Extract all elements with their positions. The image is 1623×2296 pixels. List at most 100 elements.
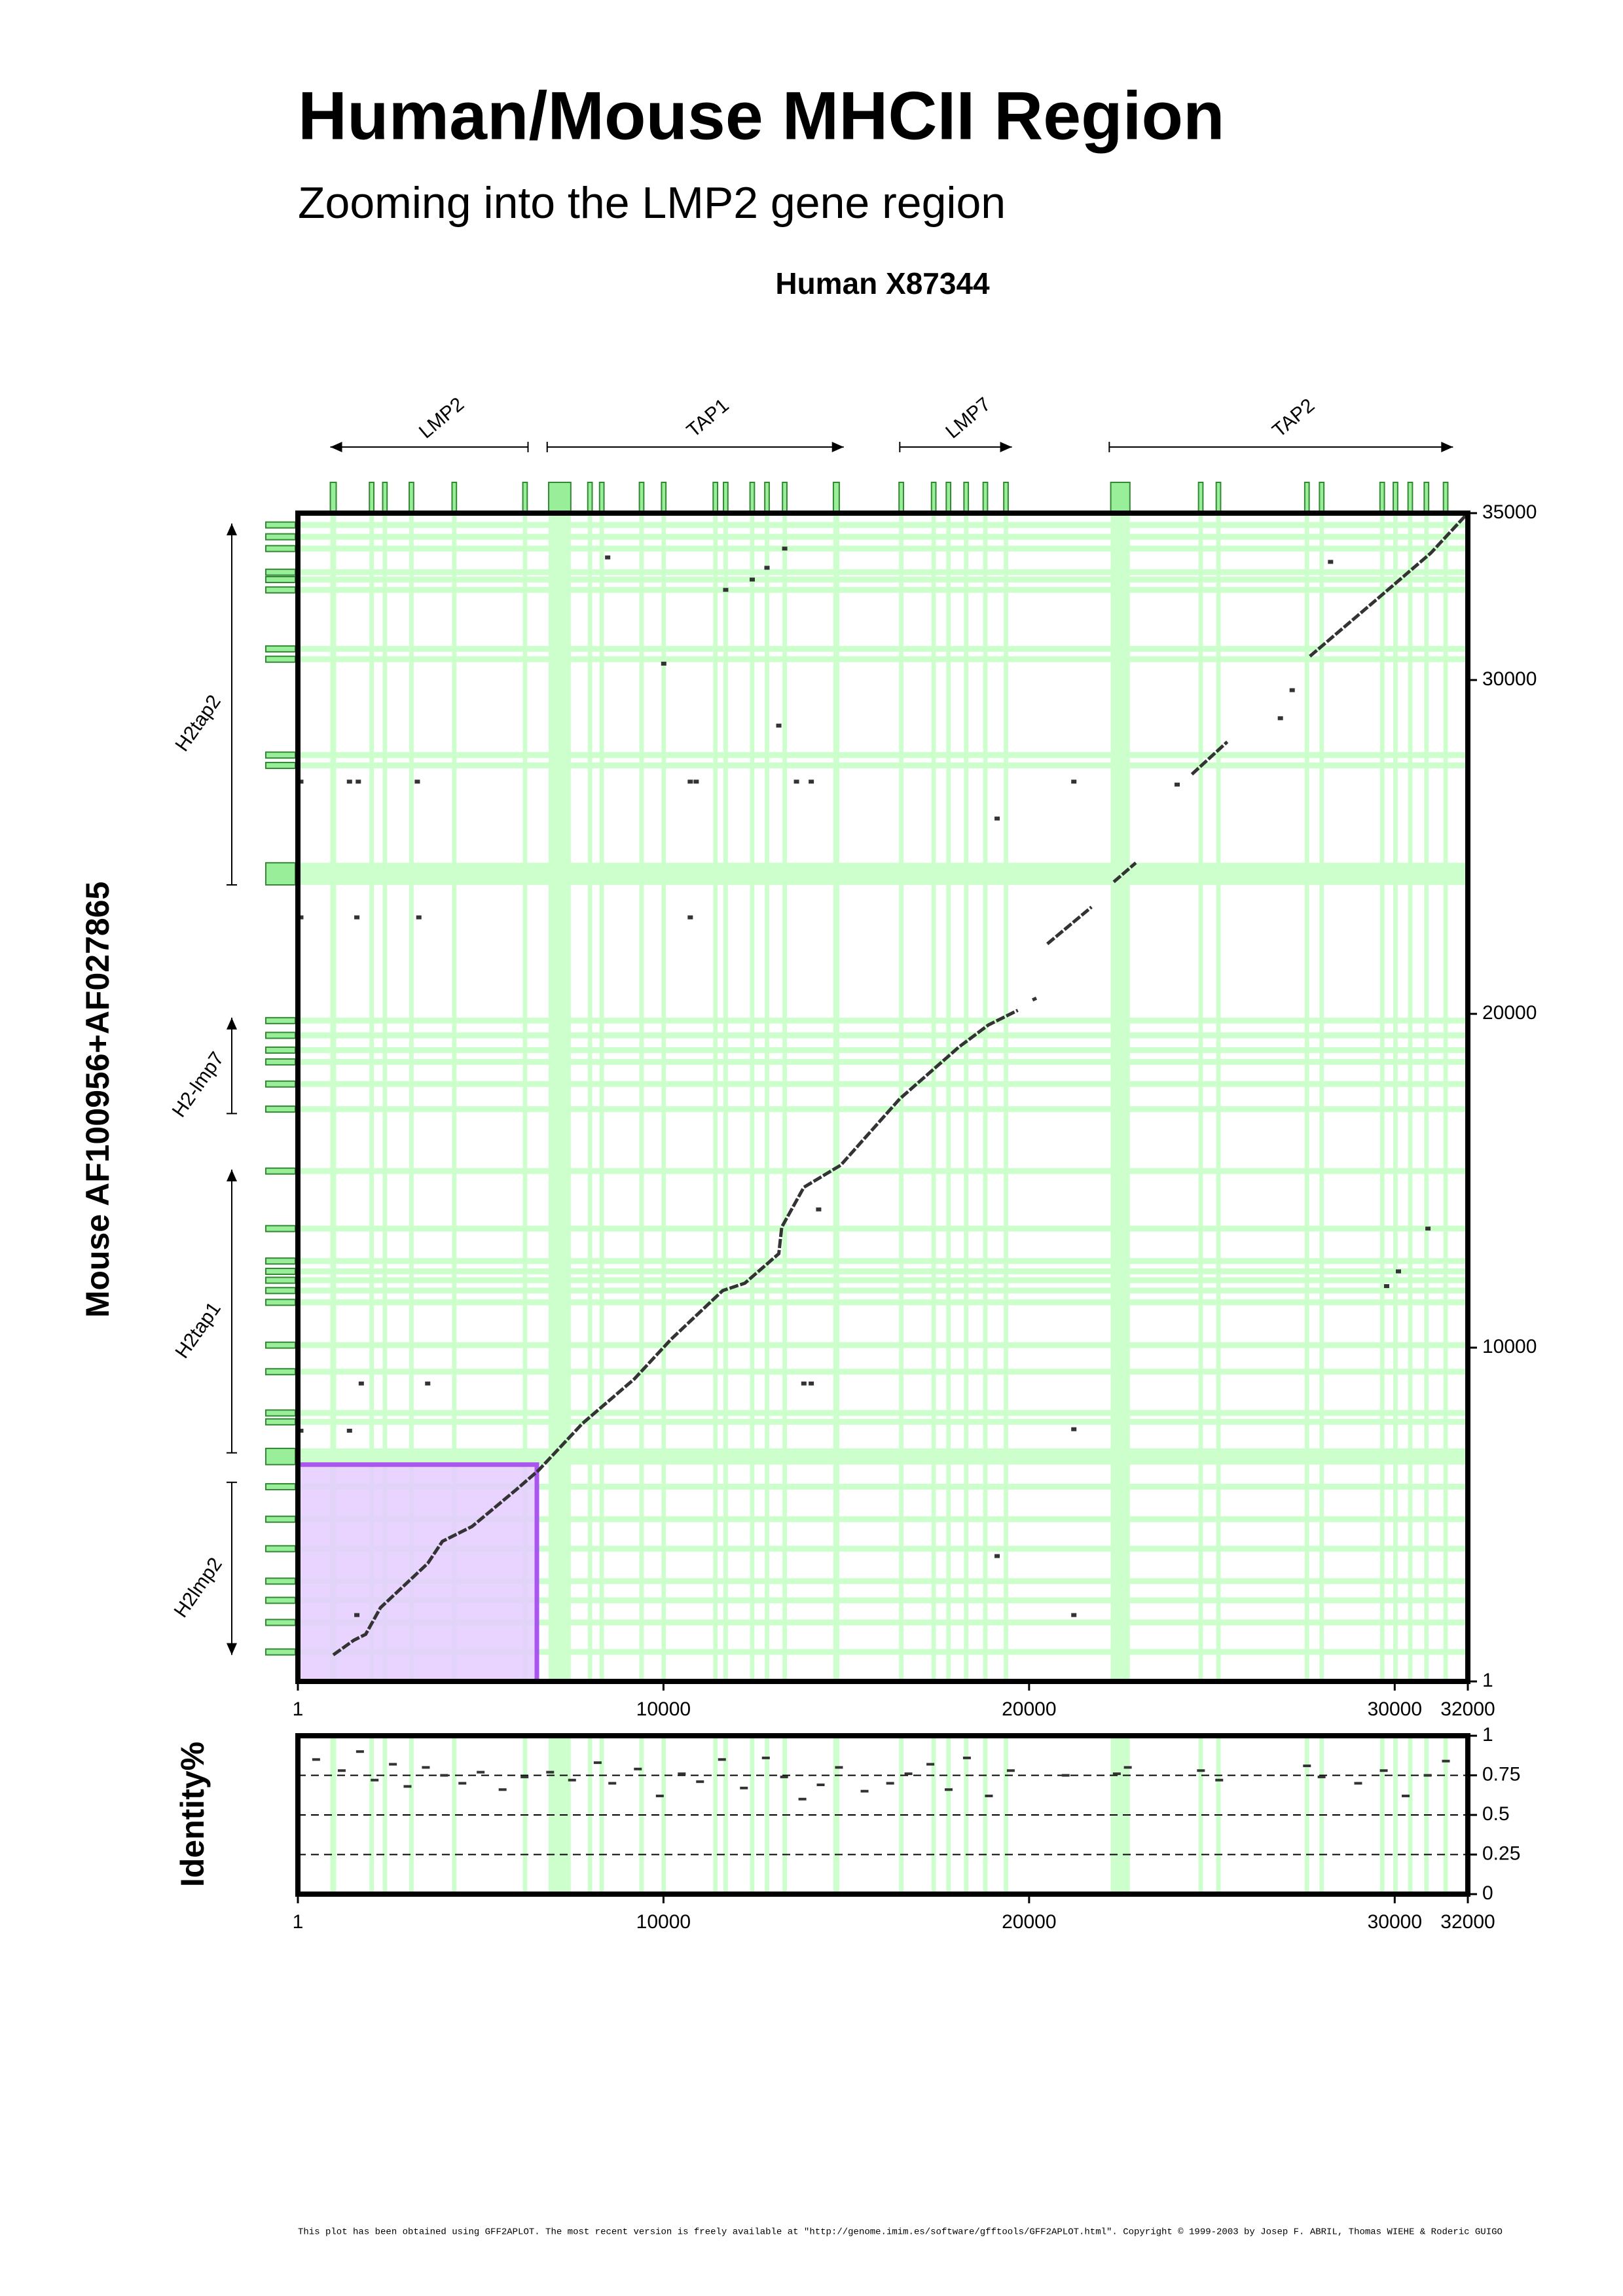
- y-tick-label: 35000: [1482, 501, 1537, 523]
- identity-dot: [477, 1770, 485, 1774]
- hit-dot: [1328, 560, 1334, 564]
- exon-box: [1379, 482, 1385, 512]
- exon-band: [382, 513, 388, 1681]
- exon-box: [451, 482, 458, 512]
- exon-band: [298, 1619, 1468, 1626]
- exon-band: [1216, 513, 1221, 1681]
- hit-dot: [693, 780, 699, 784]
- exon-band: [1198, 1736, 1203, 1894]
- exon-band: [833, 513, 839, 1681]
- hit-dot: [298, 915, 304, 920]
- exon-band: [298, 863, 1468, 886]
- identity-dot: [835, 1766, 843, 1769]
- identity-dot: [1442, 1759, 1450, 1763]
- exon-band: [298, 1369, 1468, 1375]
- identity-dot: [458, 1782, 467, 1785]
- exon-box: [265, 1046, 296, 1054]
- exon-box: [265, 1447, 296, 1465]
- x-tick-label: 30000: [1368, 1911, 1422, 1933]
- exon-band: [298, 1268, 1468, 1274]
- exon-band: [1304, 513, 1309, 1681]
- exon-box: [265, 533, 296, 541]
- exon-band: [298, 1032, 1468, 1039]
- hit-dot: [809, 780, 814, 784]
- exon-band: [298, 1578, 1468, 1585]
- exon-box: [409, 482, 414, 512]
- hit-dot: [1396, 1269, 1402, 1274]
- exon-band: [639, 513, 644, 1681]
- identity-dot: [655, 1794, 664, 1797]
- exon-box: [265, 1619, 296, 1626]
- exon-box: [265, 1299, 296, 1306]
- identity-dot: [1215, 1778, 1224, 1782]
- y-tick-label: 0.25: [1482, 1842, 1520, 1864]
- exon-band: [298, 1047, 1468, 1053]
- exon-band: [931, 513, 936, 1681]
- exon-box: [265, 645, 296, 653]
- identity-dot: [1303, 1764, 1311, 1767]
- exon-band: [661, 1736, 666, 1894]
- exon-band: [750, 1736, 755, 1894]
- exon-band: [298, 545, 1468, 552]
- identity-dot: [816, 1784, 825, 1787]
- plot-frame: [295, 1733, 1470, 1897]
- exon-band: [1443, 1736, 1448, 1894]
- plot-frame: [295, 511, 1470, 1684]
- exon-band: [1393, 1736, 1398, 1894]
- hit-dot: [416, 915, 422, 920]
- footer: This plot has been obtained using GFF2AP…: [298, 2227, 1503, 2238]
- hit-dot: [723, 588, 729, 592]
- exon-box: [1003, 482, 1009, 512]
- exon-band: [661, 513, 666, 1681]
- hit-dot: [1289, 688, 1295, 692]
- exon-band: [298, 1258, 1468, 1265]
- exon-band: [782, 513, 787, 1681]
- identity-dot: [520, 1775, 529, 1778]
- identity-dot: [1112, 1772, 1121, 1776]
- exon-box: [1423, 482, 1430, 512]
- y-tick-label: 20000: [1482, 1002, 1537, 1024]
- hit-dot: [776, 723, 782, 728]
- exon-box: [1319, 482, 1325, 512]
- exon-band: [298, 762, 1468, 768]
- exon-band: [549, 513, 571, 1681]
- exon-box: [587, 482, 593, 512]
- exon-box: [548, 482, 572, 512]
- identity-dot: [886, 1782, 894, 1785]
- identity-dot: [696, 1780, 704, 1784]
- exon-band: [750, 513, 755, 1681]
- identity-dot: [593, 1761, 602, 1765]
- exon-box: [265, 1031, 296, 1039]
- exon-band: [1408, 513, 1413, 1681]
- exon-box: [265, 1418, 296, 1426]
- exon-box: [265, 751, 296, 759]
- exon-band: [298, 1058, 1468, 1065]
- y-tick-label: 0.75: [1482, 1763, 1520, 1785]
- y-tick-label: 1: [1482, 1724, 1493, 1746]
- exon-box: [265, 862, 296, 886]
- exon-box: [265, 1058, 296, 1066]
- identity-dot: [389, 1763, 397, 1766]
- hit-dot: [809, 1381, 814, 1386]
- exon-box: [369, 482, 374, 512]
- exon-box: [1197, 482, 1204, 512]
- exon-box: [265, 1257, 296, 1265]
- hit-dot: [1383, 1284, 1389, 1289]
- exon-band: [1408, 1736, 1413, 1894]
- identity-dot: [926, 1763, 935, 1766]
- identity-dot: [761, 1756, 770, 1759]
- hit-dot: [1071, 780, 1077, 784]
- exon-box: [265, 761, 296, 769]
- hit-dot: [425, 1381, 431, 1386]
- exon-box: [265, 545, 296, 552]
- identity-dot: [1379, 1769, 1388, 1772]
- exon-band: [1379, 1736, 1385, 1894]
- identity-dot: [740, 1786, 748, 1789]
- exon-band: [330, 1736, 337, 1894]
- exon-band: [765, 513, 769, 1681]
- exon-band: [298, 1410, 1468, 1416]
- exon-box: [265, 1483, 296, 1491]
